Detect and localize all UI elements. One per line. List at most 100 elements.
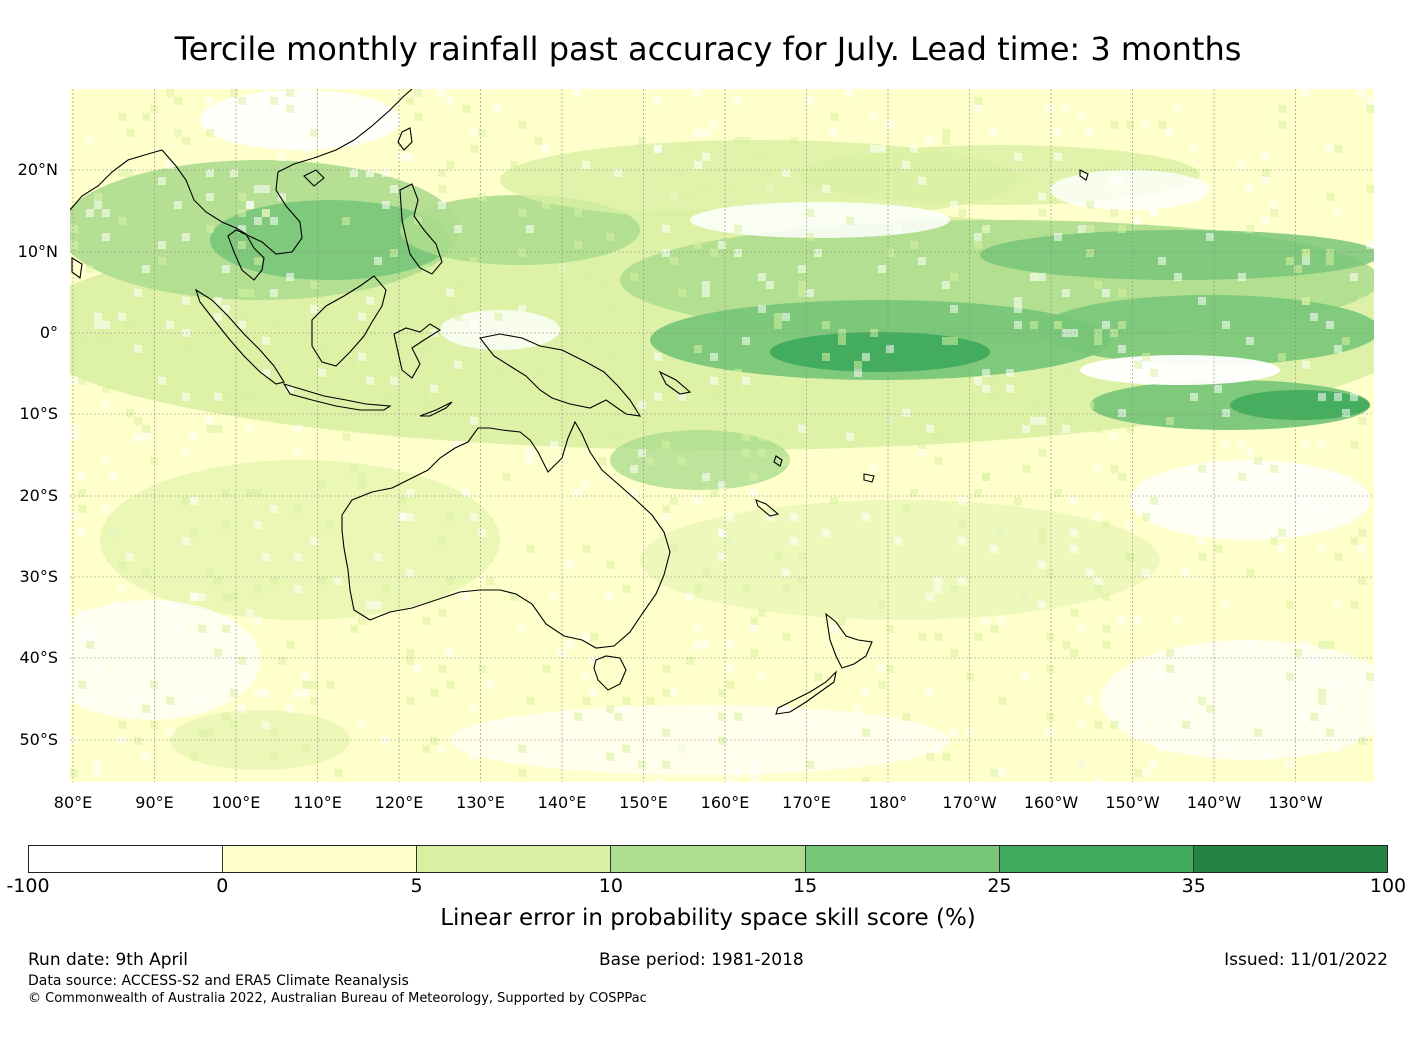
skill-cell [654,393,662,401]
skill-cell [694,641,702,649]
skill-cell [1238,161,1246,169]
skill-cell [630,489,638,497]
hawaii-coastline [1079,169,1089,181]
skill-cell [614,433,622,441]
skill-cell [134,433,142,441]
colorbar-segment [805,846,1000,872]
skill-cell [294,137,302,145]
skill-cell [1326,257,1334,265]
skill-cell [1054,153,1062,161]
skill-cell [286,705,294,713]
skill-cell [478,129,486,137]
skill-cell [1102,289,1110,297]
skill-cell [118,737,126,745]
skill-cell [870,145,878,153]
skill-cell [182,449,190,457]
skill-cell [182,137,190,145]
lon-label: 110°E [293,793,342,812]
skill-cell [1302,297,1310,305]
skill-cell [470,705,478,713]
skill-cell [702,281,710,289]
lat-label: 40°S [19,648,58,667]
skill-cell [846,217,854,225]
skill-cell [270,729,278,737]
skill-cell [478,665,486,673]
lon-label: 180° [868,793,908,812]
skill-cell [430,385,438,393]
skill-cell [998,529,1006,537]
skill-cell [422,345,430,353]
skill-cell [1150,673,1158,681]
skill-cell [758,449,766,457]
skill-cell [390,401,398,409]
skill-cell [1150,369,1158,377]
skill-cell [526,545,534,553]
skill-cell [358,473,366,481]
skill-cell [974,633,982,641]
skill-cell [1278,105,1286,113]
skill-cell [478,193,486,201]
skill-cell [102,385,110,393]
skill-cell [1318,641,1326,649]
skill-cell [1126,553,1134,561]
skill-cell [318,481,326,489]
skill-cell [1182,721,1190,729]
skill-cell [174,625,182,633]
skill-cell [1046,713,1054,721]
skill-cell [694,89,702,97]
skill-cell [350,625,358,633]
skill-cell [670,193,678,201]
skill-cell [782,705,790,713]
skill-cell [1222,321,1230,329]
skill-cell [1310,713,1318,721]
skill-cell [334,577,342,585]
skill-cell [1342,337,1350,345]
asia-mainland-coastline [70,89,413,281]
copyright: © Commonwealth of Australia 2022, Austra… [28,991,647,1006]
skill-cell [958,497,966,505]
skill-cell [206,425,214,433]
skill-cell [1182,569,1190,577]
skill-cell [870,465,878,473]
lon-label: 130°E [456,793,505,812]
skill-cell [678,289,686,297]
new-caledonia-coastline [773,455,783,467]
skill-cell [702,289,710,297]
lon-label: 160°E [700,793,750,812]
skill-cell [662,761,670,769]
skill-cell [982,617,990,625]
skill-cell [1094,777,1102,782]
skill-cell [734,225,742,233]
skill-cell [902,505,910,513]
skill-cell [1214,385,1222,393]
taiwan-coastline [397,127,413,151]
skill-cell [782,633,790,641]
skill-cell [734,249,742,257]
skill-cell [102,505,110,513]
base-period: Base period: 1981-2018 [599,950,804,970]
skill-cell [798,289,806,297]
skill-cell [1086,129,1094,137]
skill-cell [1126,521,1134,529]
skill-cell [582,545,590,553]
lat-label: 50°S [19,730,58,749]
skill-cell [1358,577,1366,585]
skill-cell [1302,497,1310,505]
skill-cell [1334,473,1342,481]
skill-cell [478,529,486,537]
skill-cell [694,161,702,169]
borneo-coastline [311,275,387,367]
skill-cell [534,137,542,145]
skill-cell [1302,441,1310,449]
skill-cell [270,217,278,225]
skill-cell [318,345,326,353]
skill-cell [1078,225,1086,233]
tasmania-coastline [593,655,627,691]
skill-cell [1262,753,1270,761]
skill-cell [910,145,918,153]
skill-cell [118,313,126,321]
java-coastline [282,383,392,411]
skill-cell [158,377,166,385]
skill-cell [1302,249,1310,257]
skill-cell [70,425,78,433]
